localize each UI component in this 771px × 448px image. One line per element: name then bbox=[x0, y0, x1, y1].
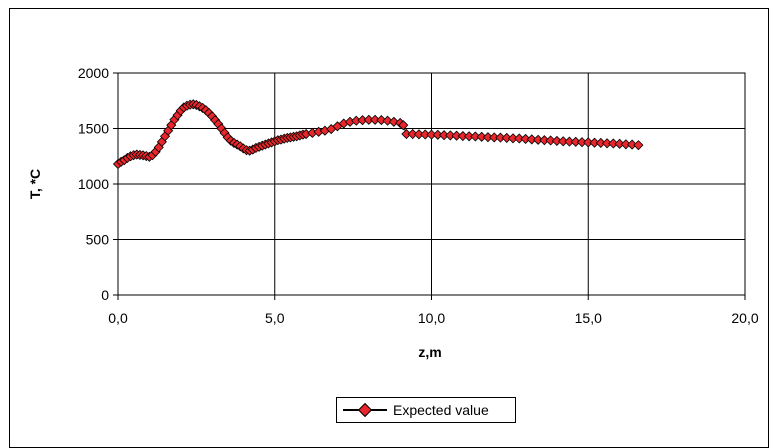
data-point bbox=[633, 140, 644, 151]
chart-frame bbox=[9, 8, 769, 448]
x-axis-title: z,m bbox=[418, 344, 441, 360]
data-point bbox=[398, 120, 409, 131]
axis-layer bbox=[113, 72, 746, 300]
data-point bbox=[501, 132, 512, 144]
data-point bbox=[376, 114, 387, 126]
data-point bbox=[470, 131, 481, 142]
y-tick-label: 1000 bbox=[78, 176, 109, 192]
data-point bbox=[526, 134, 537, 145]
data-point bbox=[570, 136, 581, 147]
x-tick-label: 10,0 bbox=[418, 310, 445, 326]
plot-area-border bbox=[117, 72, 746, 296]
x-tick-label: 20,0 bbox=[731, 310, 758, 326]
data-point bbox=[388, 116, 399, 127]
data-point bbox=[382, 115, 393, 126]
y-tick-label: 500 bbox=[86, 232, 110, 248]
series-layer bbox=[112, 99, 644, 170]
data-point bbox=[445, 130, 456, 141]
data-point bbox=[608, 138, 619, 149]
data-point bbox=[520, 133, 531, 144]
series-line bbox=[117, 103, 639, 165]
tick-layer: 0 500 1000 1500 2000 0,0 5,0 10,0 15,0 20,0 bbox=[78, 65, 759, 326]
x-tick-label: 15,0 bbox=[575, 310, 602, 326]
data-point bbox=[476, 131, 487, 142]
data-point bbox=[451, 130, 462, 141]
data-point bbox=[432, 129, 443, 140]
legend-label: Expected value bbox=[393, 402, 489, 418]
y-tick-label: 1500 bbox=[78, 121, 109, 137]
data-point bbox=[558, 136, 569, 147]
x-tick-label: 0,0 bbox=[108, 310, 128, 326]
data-point bbox=[539, 135, 550, 146]
data-point bbox=[545, 135, 556, 146]
grid-layer bbox=[117, 72, 746, 296]
legend-swatch bbox=[343, 402, 387, 418]
data-point bbox=[614, 138, 625, 149]
data-point bbox=[620, 139, 631, 150]
data-point bbox=[595, 137, 606, 148]
data-point bbox=[551, 135, 562, 146]
data-point bbox=[514, 133, 525, 144]
chart-svg: 0 500 1000 1500 2000 0,0 5,0 10,0 15,0 20,0 z,m T… bbox=[27, 65, 759, 360]
x-tick-label: 5,0 bbox=[265, 310, 285, 326]
y-tick-label: 2000 bbox=[78, 65, 109, 81]
y-axis-title: T, *C bbox=[27, 169, 43, 199]
data-point bbox=[495, 132, 506, 143]
data-point bbox=[627, 139, 638, 150]
legend: Expected value bbox=[336, 397, 516, 423]
data-point bbox=[533, 134, 544, 145]
data-point bbox=[583, 137, 594, 148]
y-tick-label: 0 bbox=[101, 287, 109, 303]
